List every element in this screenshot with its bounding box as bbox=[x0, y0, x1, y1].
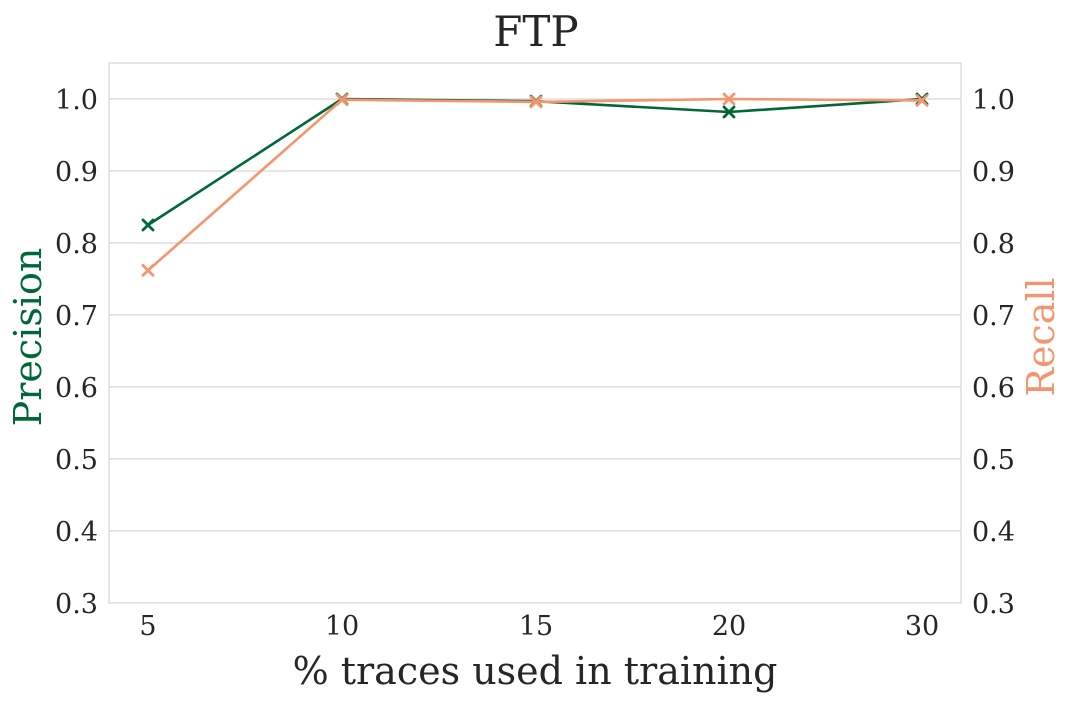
y-axis-left-label: Precision bbox=[6, 248, 50, 427]
data-point-recall bbox=[915, 94, 929, 107]
left-tick-label: 0.7 bbox=[55, 301, 98, 332]
data-point-recall bbox=[141, 263, 155, 277]
right-tick-label: 1.0 bbox=[972, 85, 1015, 116]
right-tick-label: 0.4 bbox=[972, 517, 1015, 548]
x-axis-label: % traces used in training bbox=[293, 649, 778, 693]
left-tick-label: 0.4 bbox=[55, 517, 98, 548]
series-layer bbox=[141, 92, 929, 277]
x-tick-label: 15 bbox=[519, 611, 553, 642]
left-tick-label: 1.0 bbox=[55, 85, 98, 116]
right-tick-label: 0.5 bbox=[972, 445, 1015, 476]
right-tick-label: 0.6 bbox=[972, 373, 1015, 404]
grid bbox=[109, 98, 961, 532]
right-tick-label: 0.3 bbox=[972, 589, 1015, 620]
series-recall bbox=[141, 92, 929, 277]
right-y-axis: 0.3 0.4 0.5 0.6 0.7 0.8 0.9 1.0 bbox=[972, 85, 1015, 620]
data-point-recall bbox=[529, 95, 543, 109]
data-point-precision bbox=[722, 105, 736, 119]
left-tick-label: 0.6 bbox=[55, 373, 98, 404]
right-tick-label: 0.8 bbox=[972, 229, 1015, 260]
left-y-axis: 0.3 0.4 0.5 0.6 0.7 0.8 0.9 1.0 bbox=[55, 85, 98, 620]
x-tick-label: 10 bbox=[325, 611, 359, 642]
series-line-precision bbox=[147, 97, 923, 227]
data-point-recall bbox=[722, 92, 736, 106]
y-axis-right-label: Recall bbox=[1019, 277, 1063, 396]
x-tick-label: 20 bbox=[712, 611, 746, 642]
left-tick-label: 0.3 bbox=[55, 589, 98, 620]
left-tick-label: 0.9 bbox=[55, 157, 98, 188]
data-point-recall bbox=[335, 93, 349, 107]
x-axis: 5 10 15 20 30 bbox=[139, 611, 939, 642]
left-tick-label: 0.5 bbox=[55, 445, 98, 476]
x-tick-label: 5 bbox=[139, 611, 156, 642]
right-tick-label: 0.9 bbox=[972, 157, 1015, 188]
series-precision bbox=[141, 92, 929, 232]
series-line-recall bbox=[147, 97, 923, 272]
right-tick-label: 0.7 bbox=[972, 301, 1015, 332]
x-tick-label: 30 bbox=[905, 611, 939, 642]
data-point-precision bbox=[141, 218, 155, 232]
chart-title: FTP bbox=[493, 7, 578, 56]
left-tick-label: 0.8 bbox=[55, 229, 98, 260]
plot-frame bbox=[108, 62, 962, 604]
